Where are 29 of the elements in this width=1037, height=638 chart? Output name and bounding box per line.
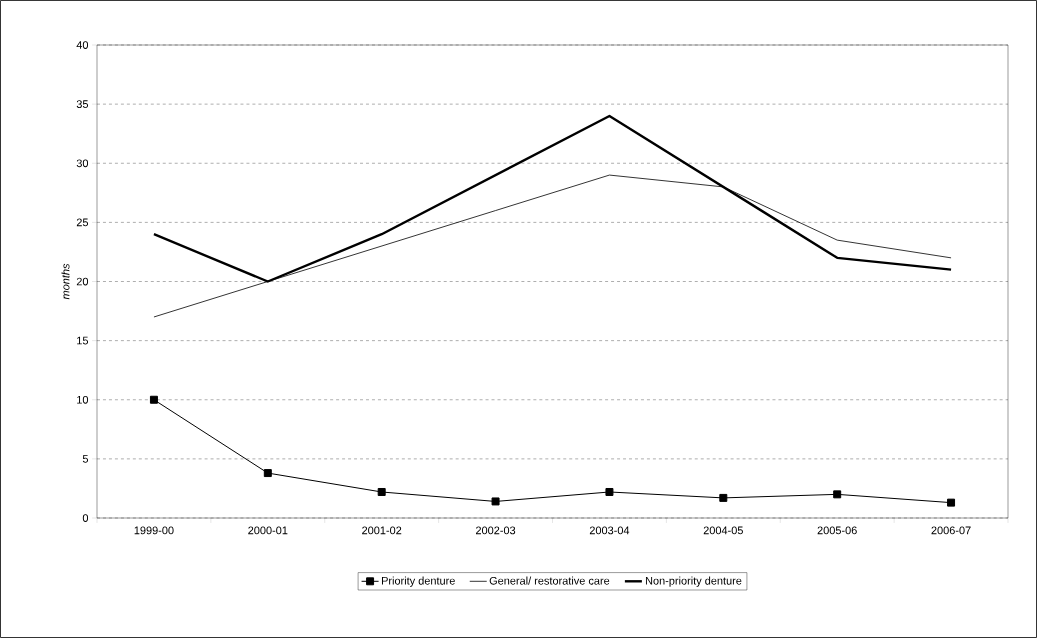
point bbox=[719, 493, 728, 502]
y-tick-label: 40 bbox=[76, 41, 89, 49]
point bbox=[491, 497, 500, 506]
point bbox=[833, 490, 842, 499]
x-tick-label: 2006-07 bbox=[931, 526, 971, 535]
y-axis-title: months bbox=[61, 263, 70, 300]
point bbox=[377, 488, 386, 496]
y-tick-label: 20 bbox=[76, 277, 89, 286]
legend-label: Priority denture bbox=[381, 576, 455, 587]
y-tick-label: 35 bbox=[76, 100, 89, 109]
point bbox=[947, 498, 956, 507]
x-tick-label: 2002-03 bbox=[476, 526, 516, 535]
y-tick-label: 10 bbox=[77, 395, 89, 404]
x-tick-label: 2000-01 bbox=[248, 526, 288, 535]
y-tick-label: 25 bbox=[76, 218, 89, 227]
y-tick-label: 0 bbox=[82, 514, 89, 522]
y-tick-label: 5 bbox=[82, 455, 89, 463]
point bbox=[605, 488, 614, 496]
y-tick-label: 30 bbox=[76, 159, 89, 168]
point bbox=[149, 395, 158, 404]
legend-label: General/ restorative care bbox=[489, 576, 610, 585]
x-tick-label: 2005-06 bbox=[817, 526, 857, 535]
point bbox=[263, 469, 272, 478]
x-tick-label: 2004-05 bbox=[703, 526, 743, 535]
y-tick-label: 15 bbox=[77, 336, 89, 345]
x-tick-label: 1999-00 bbox=[134, 526, 174, 535]
x-tick-label: 2003-04 bbox=[589, 526, 630, 535]
x-tick-label: 2001-02 bbox=[362, 526, 402, 535]
legend-label: Non-priority denture bbox=[645, 576, 742, 587]
